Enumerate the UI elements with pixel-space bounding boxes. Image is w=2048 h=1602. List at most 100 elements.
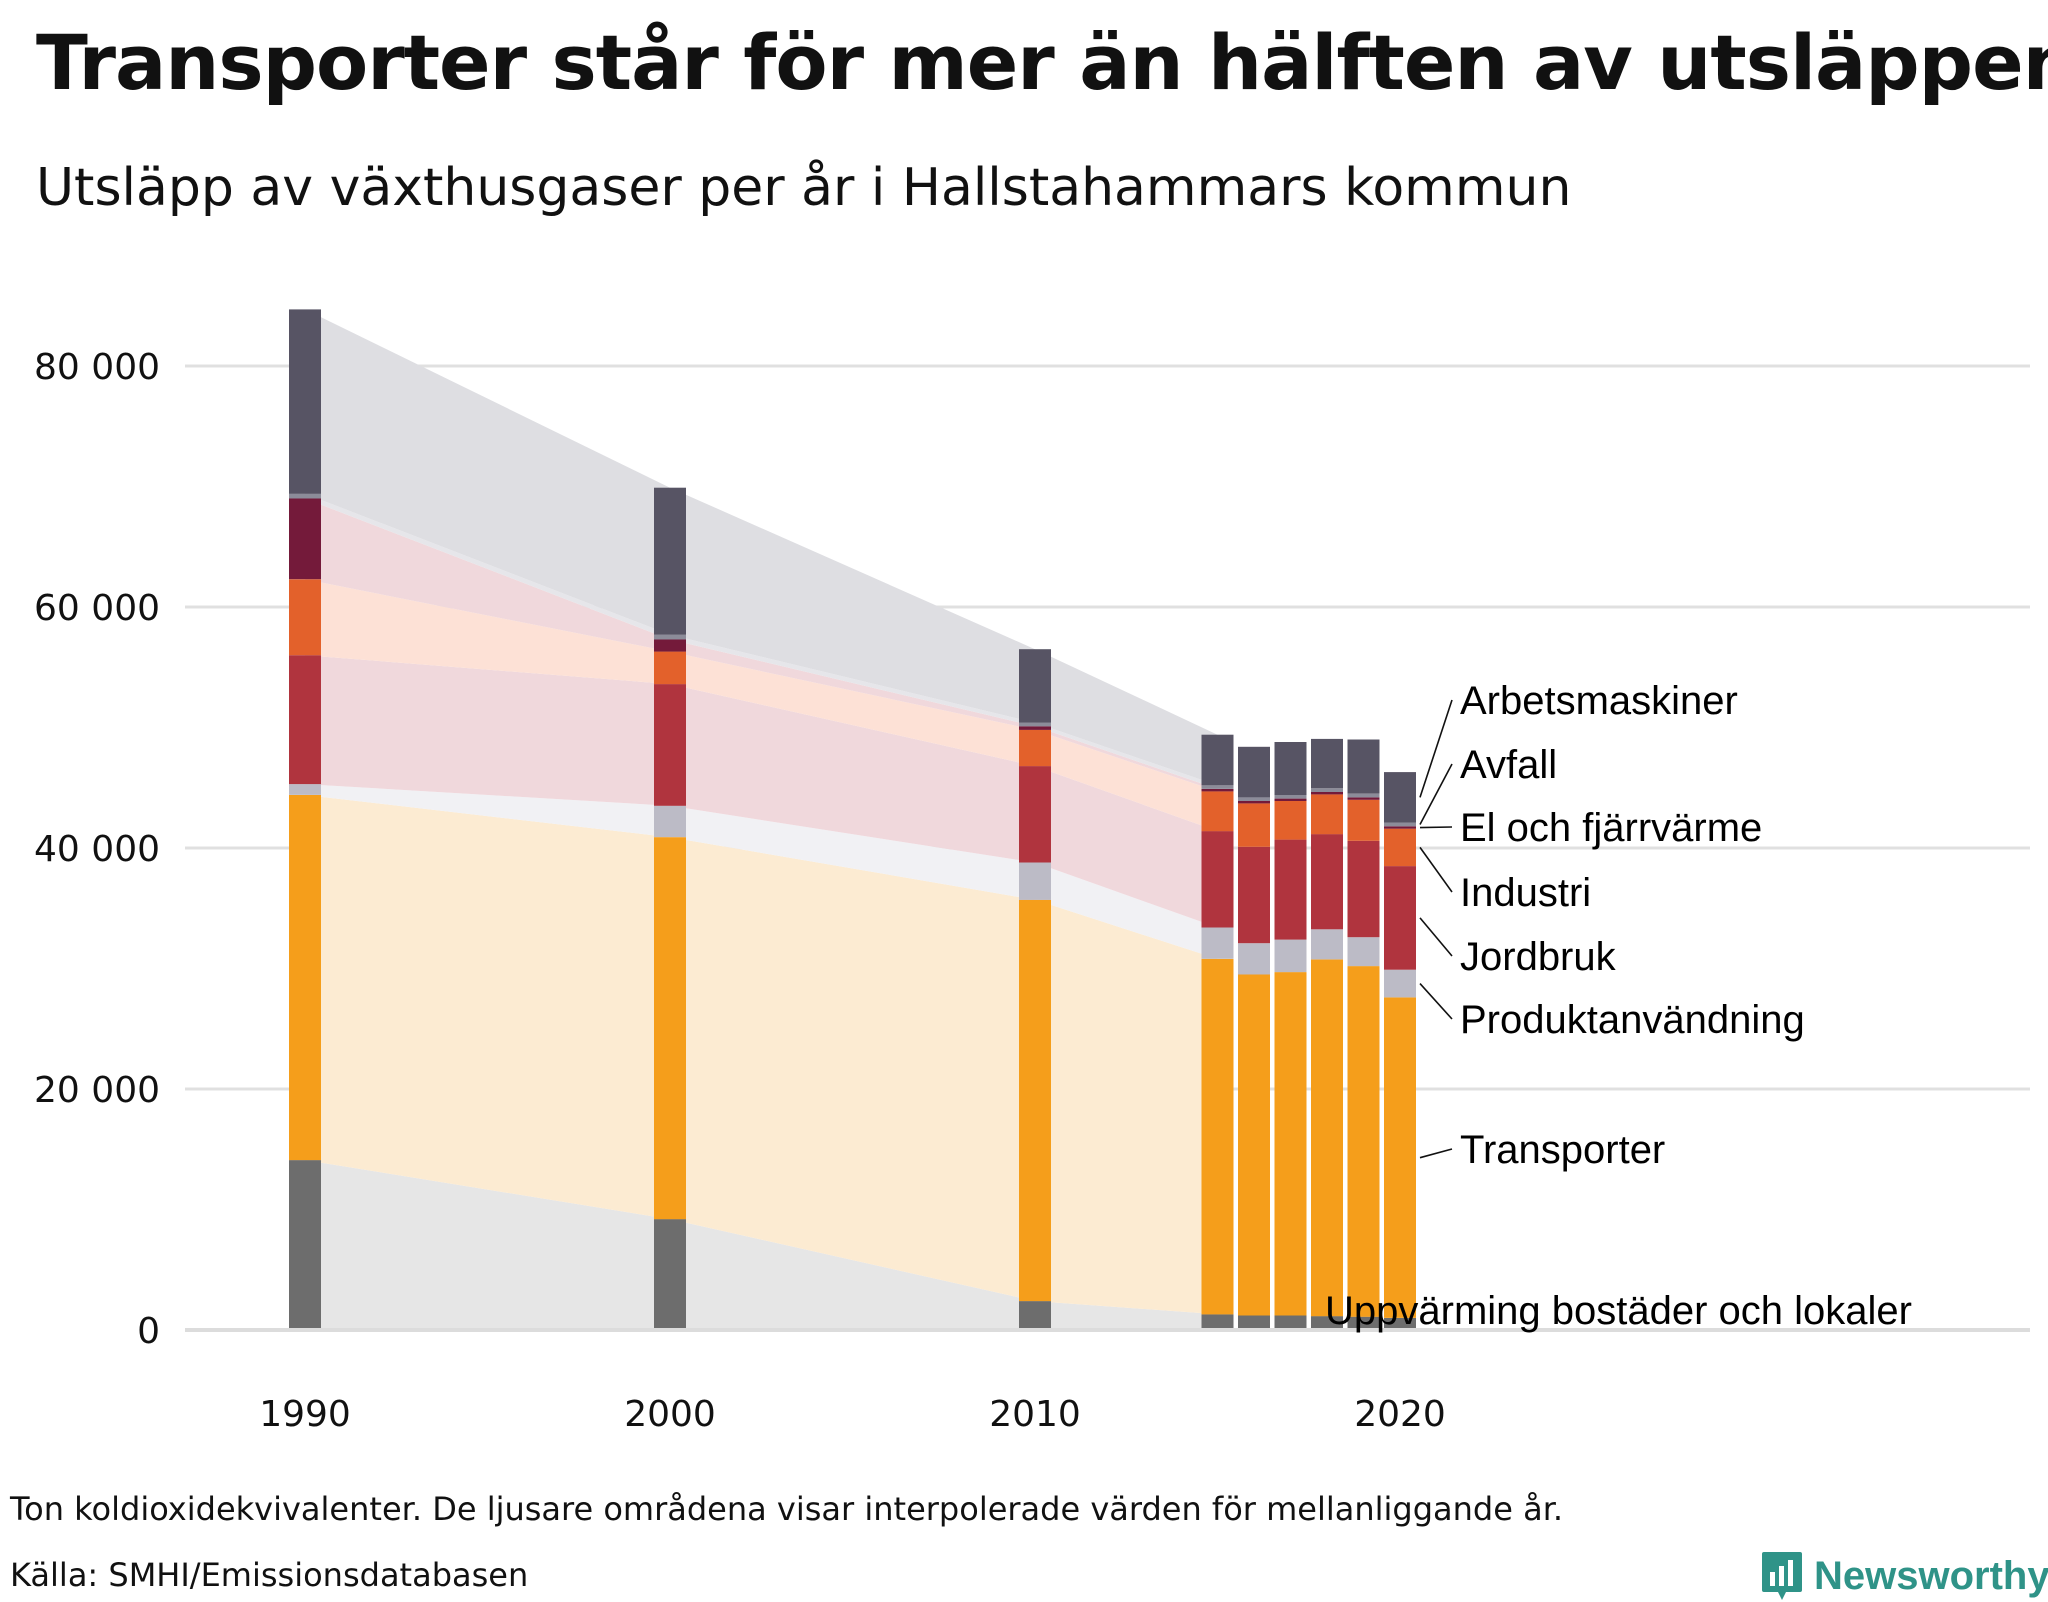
series-label-4: Jordbruk [1460, 935, 1617, 979]
bar-2015-2 [1201, 958, 1234, 1315]
x-tick-label-1990: 1990 [259, 1394, 351, 1435]
bar-2015-1 [1201, 1314, 1234, 1330]
source-note: Källa: SMHI/Emissionsdatabasen [10, 1556, 529, 1594]
series-label-5: Industri [1460, 871, 1591, 915]
bar-2000-6 [654, 639, 686, 652]
bar-2018-2 [1311, 959, 1343, 1317]
interpolation-bands [305, 309, 1218, 1330]
x-tick-label-2020: 2020 [1354, 1394, 1446, 1435]
bar-2015-8 [1201, 734, 1234, 786]
bar-2020-2 [1384, 997, 1416, 1318]
bar-2019-6 [1347, 797, 1380, 800]
bar-1990-5 [289, 579, 321, 656]
bar-2015-5 [1201, 791, 1234, 832]
bar-2017-1 [1274, 1315, 1307, 1330]
footnote: Ton koldioxidekvivalenter. De ljusare om… [10, 1490, 1564, 1528]
leader-line-3 [1419, 983, 1453, 1020]
y-tick-label-0: 0 [137, 1311, 160, 1352]
chart-title: Transporter står för mer än hälften av u… [36, 18, 2048, 107]
bar-2020-8 [1384, 772, 1416, 823]
bar-2020-1 [1384, 1318, 1416, 1330]
bar-2010-2 [1019, 899, 1051, 1302]
band-industri [305, 579, 1218, 832]
bar-2020-7 [1384, 822, 1416, 827]
band-avfall [305, 493, 1218, 789]
bar-2010-8 [1019, 649, 1051, 723]
band-jordbruk [305, 655, 1218, 928]
bar-2010-5 [1019, 729, 1051, 767]
x-axis-ticks: 1990 2000 2010 2020 [259, 1394, 1446, 1435]
bar-2016-4 [1238, 846, 1270, 944]
bar-2015-4 [1201, 831, 1234, 928]
bar-2016-6 [1238, 801, 1270, 804]
bar-2019-3 [1347, 937, 1380, 967]
band-uppvärming-bostäder-och-lokaler [305, 1160, 1218, 1330]
bar-1990-1 [289, 1160, 321, 1330]
bar-2016-8 [1238, 746, 1270, 798]
bar-2018-8 [1311, 738, 1343, 789]
bar-1990-8 [289, 309, 321, 494]
newsworthy-logo: Newsworthy [1760, 1550, 2048, 1602]
bar-2010-1 [1019, 1301, 1051, 1330]
x-tick-label-2010: 2010 [989, 1394, 1081, 1435]
bar-1990-3 [289, 784, 321, 795]
bar-2010-7 [1019, 722, 1051, 727]
bar-2015-6 [1201, 789, 1234, 792]
bar-2019-4 [1347, 840, 1380, 938]
bar-2017-6 [1274, 798, 1307, 801]
bar-2019-2 [1347, 966, 1380, 1317]
bar-2017-2 [1274, 972, 1307, 1316]
series-label-2: Transporter [1460, 1128, 1665, 1172]
bar-2020-5 [1384, 828, 1416, 867]
series-label-1: Uppvärming bostäder och lokaler [1325, 1289, 1912, 1333]
series-label-3: Produktanvändning [1460, 998, 1805, 1042]
bar-2017-5 [1274, 801, 1307, 840]
bar-2018-5 [1311, 794, 1343, 835]
bar-2010-3 [1019, 862, 1051, 900]
bar-2019-1 [1347, 1316, 1380, 1330]
series-labels: Arbetsmaskiner Avfall El och fjärrvärme Ind… [1325, 679, 1912, 1333]
bar-1990-4 [289, 655, 321, 785]
y-tick-label-60000: 60 000 [34, 588, 160, 629]
leader-line-6 [1419, 826, 1453, 829]
series-label-8: Arbetsmaskiner [1460, 679, 1738, 723]
bar-2020-4 [1384, 866, 1416, 970]
bar-2000-2 [654, 837, 686, 1220]
bar-1990-2 [289, 795, 321, 1161]
y-tick-label-80000: 80 000 [34, 347, 160, 388]
bar-2018-1 [1311, 1316, 1343, 1330]
x-tick-label-2000: 2000 [624, 1394, 716, 1435]
bars [289, 309, 1416, 1330]
bar-2016-3 [1238, 943, 1270, 975]
bar-2017-4 [1274, 839, 1307, 940]
stacked-bar-chart: 0 20 000 40 000 60 000 80 000 1990 2000 2010 20… [34, 309, 2030, 1435]
bar-2000-4 [654, 684, 686, 806]
bar-2016-1 [1238, 1315, 1270, 1330]
leader-line-2 [1419, 1148, 1453, 1159]
bar-2000-7 [654, 634, 686, 640]
bar-2020-3 [1384, 969, 1416, 998]
bar-2019-5 [1347, 799, 1380, 841]
bar-1990-6 [289, 498, 321, 580]
bar-2019-7 [1347, 793, 1380, 798]
y-tick-label-40000: 40 000 [34, 829, 160, 870]
bar-2017-7 [1274, 795, 1307, 799]
leader-line-5 [1419, 846, 1453, 893]
bar-2018-4 [1311, 834, 1343, 930]
bar-2000-1 [654, 1219, 686, 1330]
bar-2010-6 [1019, 726, 1051, 730]
bar-2016-7 [1238, 797, 1270, 801]
bar-2000-5 [654, 651, 686, 685]
bar-2018-7 [1311, 788, 1343, 792]
leader-line-8 [1419, 699, 1453, 798]
brand-name: Newsworthy [1814, 1553, 2048, 1598]
bar-2017-3 [1274, 939, 1307, 973]
bar-1990-7 [289, 493, 321, 499]
series-label-6: El och fjärrvärme [1460, 806, 1762, 850]
bar-2018-6 [1311, 792, 1343, 795]
leader-line-4 [1419, 917, 1453, 957]
bar-2019-8 [1347, 739, 1380, 794]
band-transporter [305, 795, 1218, 1315]
bar-2000-8 [654, 487, 686, 635]
bar-2010-4 [1019, 766, 1051, 863]
